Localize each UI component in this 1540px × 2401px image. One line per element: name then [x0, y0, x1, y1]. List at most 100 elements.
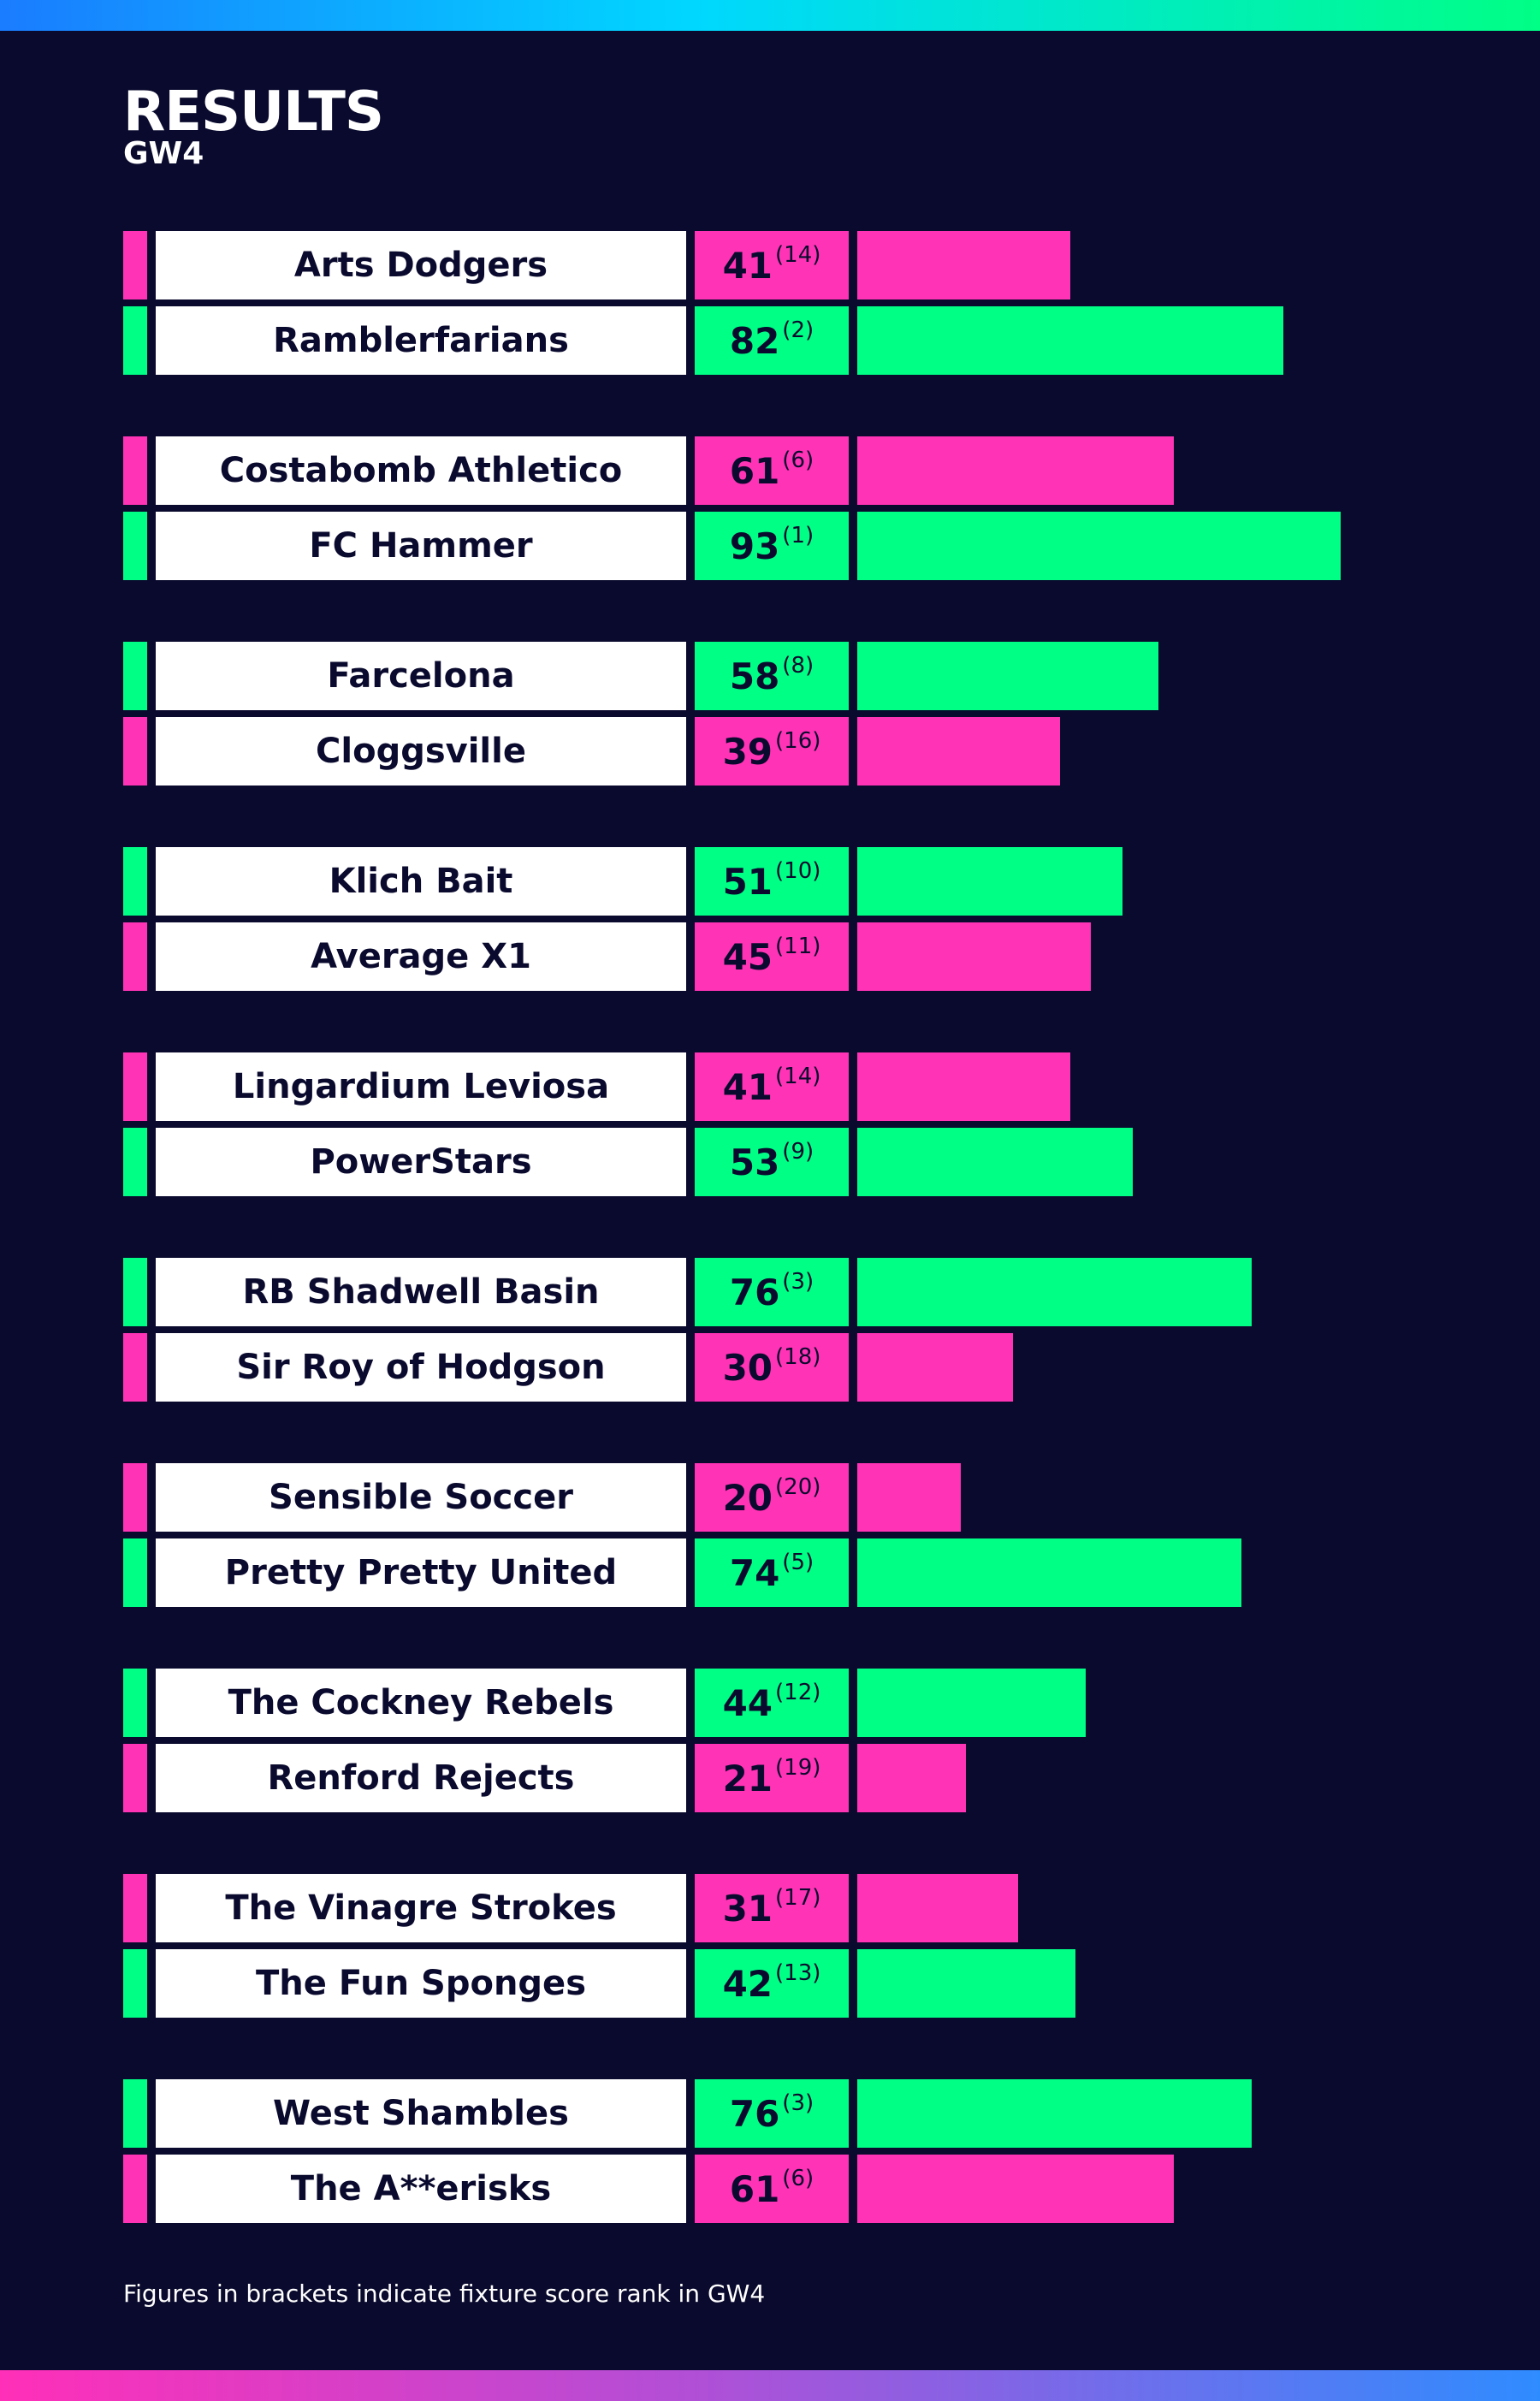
team-name: Lingardium Leviosa — [156, 1052, 686, 1121]
score-bar — [857, 2155, 1174, 2223]
score-box: 45 (11) — [695, 922, 849, 991]
score-rank: (19) — [775, 1755, 821, 1781]
loser-marker — [123, 1333, 147, 1402]
score-rank: (14) — [775, 1064, 821, 1089]
loser-marker — [123, 436, 147, 505]
score-bar — [857, 231, 1070, 299]
score-bar — [857, 642, 1158, 710]
score-value: 31 — [722, 1887, 773, 1930]
score-bar — [857, 1333, 1013, 1402]
winner-marker — [123, 642, 147, 710]
winner-marker — [123, 847, 147, 916]
team-name: Ramblerfarians — [156, 306, 686, 375]
winner-marker — [123, 1258, 147, 1326]
score-bar — [857, 1669, 1086, 1737]
score-value: 21 — [722, 1757, 773, 1799]
score-bar — [857, 1874, 1018, 1942]
score-rank: (5) — [782, 1550, 814, 1575]
score-bar — [857, 922, 1091, 991]
team-name: The Fun Sponges — [156, 1949, 686, 2018]
score-box: 74 (5) — [695, 1538, 849, 1607]
score-bar — [857, 512, 1341, 580]
loser-marker — [123, 922, 147, 991]
team-name: The Vinagre Strokes — [156, 1874, 686, 1942]
top-gradient-bar — [0, 0, 1540, 31]
score-value: 58 — [729, 655, 780, 697]
score-rank: (1) — [782, 523, 814, 548]
loser-marker — [123, 1744, 147, 1812]
fixture-row: Arts Dodgers 41 (14) — [0, 231, 1540, 299]
footnote: Figures in brackets indicate fixture sco… — [123, 2279, 766, 2308]
loser-marker — [123, 717, 147, 786]
score-value: 42 — [722, 1962, 773, 2005]
score-box: 41 (14) — [695, 1052, 849, 1121]
score-rank: (6) — [782, 448, 814, 473]
loser-marker — [123, 1052, 147, 1121]
score-box: 53 (9) — [695, 1128, 849, 1196]
score-value: 61 — [729, 2167, 780, 2210]
score-value: 61 — [729, 449, 780, 492]
team-name: Farcelona — [156, 642, 686, 710]
score-rank: (11) — [775, 934, 821, 959]
fixture-row: The Cockney Rebels 44 (12) — [0, 1669, 1540, 1737]
score-bar — [857, 1463, 961, 1532]
score-value: 93 — [729, 525, 780, 567]
score-box: 76 (3) — [695, 1258, 849, 1326]
winner-marker — [123, 2079, 147, 2148]
score-bar — [857, 847, 1122, 916]
score-box: 61 (6) — [695, 2155, 849, 2223]
team-name: West Shambles — [156, 2079, 686, 2148]
team-name: Klich Bait — [156, 847, 686, 916]
score-box: 31 (17) — [695, 1874, 849, 1942]
score-bar — [857, 1052, 1070, 1121]
score-value: 53 — [729, 1141, 780, 1183]
winner-marker — [123, 1128, 147, 1196]
fixture-row: Farcelona 58 (8) — [0, 642, 1540, 710]
loser-marker — [123, 1463, 147, 1532]
fixture-row: FC Hammer 93 (1) — [0, 512, 1540, 580]
fixture-row: Klich Bait 51 (10) — [0, 847, 1540, 916]
loser-marker — [123, 231, 147, 299]
fixture-row: Lingardium Leviosa 41 (14) — [0, 1052, 1540, 1121]
fixture-row: Sensible Soccer 20 (20) — [0, 1463, 1540, 1532]
team-name: Costabomb Athletico — [156, 436, 686, 505]
team-name: RB Shadwell Basin — [156, 1258, 686, 1326]
score-value: 41 — [722, 1065, 773, 1108]
winner-marker — [123, 512, 147, 580]
fixture-row: Costabomb Athletico 61 (6) — [0, 436, 1540, 505]
score-rank: (20) — [775, 1474, 821, 1500]
page-title: RESULTS — [123, 80, 384, 144]
fixture-row: Pretty Pretty United 74 (5) — [0, 1538, 1540, 1607]
score-box: 44 (12) — [695, 1669, 849, 1737]
score-bar — [857, 1538, 1241, 1607]
score-bar — [857, 306, 1283, 375]
score-box: 76 (3) — [695, 2079, 849, 2148]
fixture-row: Sir Roy of Hodgson 30 (18) — [0, 1333, 1540, 1402]
score-rank: (6) — [782, 2166, 814, 2191]
fixture-row: Cloggsville 39 (16) — [0, 717, 1540, 786]
score-rank: (14) — [775, 242, 821, 268]
winner-marker — [123, 1949, 147, 2018]
fixture-row: West Shambles 76 (3) — [0, 2079, 1540, 2148]
score-rank: (8) — [782, 653, 814, 679]
score-value: 74 — [729, 1551, 780, 1594]
score-rank: (9) — [782, 1139, 814, 1165]
score-value: 20 — [722, 1476, 773, 1519]
score-box: 42 (13) — [695, 1949, 849, 2018]
score-value: 76 — [729, 2092, 780, 2135]
team-name: Sir Roy of Hodgson — [156, 1333, 686, 1402]
score-bar — [857, 1258, 1252, 1326]
winner-marker — [123, 1669, 147, 1737]
score-value: 39 — [722, 730, 773, 773]
score-value: 51 — [722, 860, 773, 903]
team-name: Pretty Pretty United — [156, 1538, 686, 1607]
score-box: 41 (14) — [695, 231, 849, 299]
score-bar — [857, 717, 1060, 786]
fixture-row: Renford Rejects 21 (19) — [0, 1744, 1540, 1812]
score-box: 21 (19) — [695, 1744, 849, 1812]
fixture-row: Ramblerfarians 82 (2) — [0, 306, 1540, 375]
score-value: 44 — [722, 1681, 773, 1724]
score-box: 39 (16) — [695, 717, 849, 786]
score-bar — [857, 1949, 1075, 2018]
score-bar — [857, 1128, 1133, 1196]
